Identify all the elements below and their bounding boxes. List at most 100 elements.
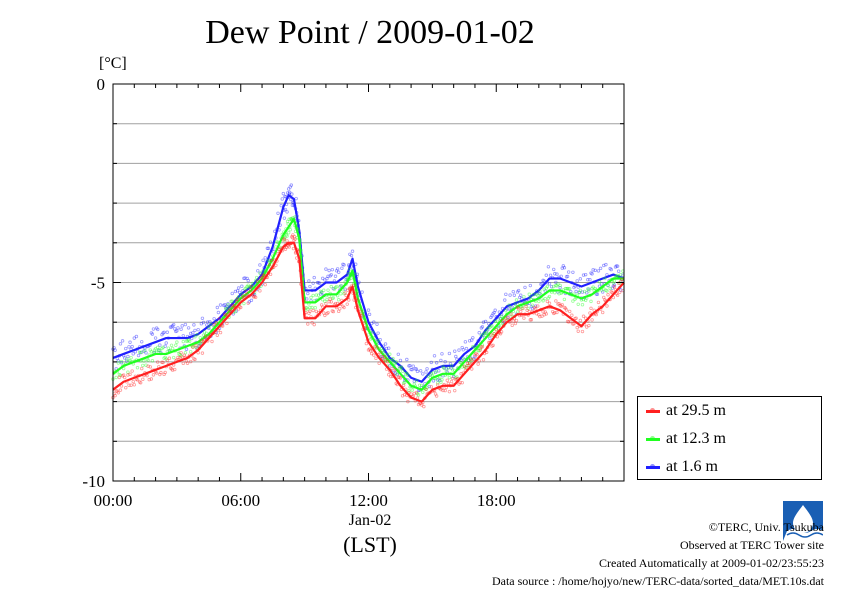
data-point <box>440 378 444 382</box>
data-point <box>128 340 132 344</box>
data-point <box>125 357 129 361</box>
data-point <box>591 285 595 289</box>
data-point <box>500 318 505 323</box>
data-point <box>283 235 287 240</box>
data-point <box>217 316 222 321</box>
data-point <box>461 348 465 352</box>
data-point <box>454 376 458 380</box>
data-point <box>571 270 575 274</box>
data-point <box>609 290 613 294</box>
data-point <box>285 210 289 214</box>
data-point <box>138 350 143 355</box>
data-point <box>184 359 189 363</box>
data-point <box>382 355 387 359</box>
data-point <box>136 353 141 358</box>
data-point <box>560 266 564 270</box>
data-point <box>189 350 193 354</box>
data-point <box>569 319 573 324</box>
data-point <box>284 245 289 249</box>
data-point <box>506 315 510 320</box>
data-point <box>422 404 426 409</box>
data-point <box>260 275 264 280</box>
data-point <box>597 280 602 284</box>
data-point <box>415 392 420 396</box>
data-point <box>460 345 464 350</box>
data-point <box>565 286 570 291</box>
data-point <box>494 327 498 332</box>
data-point <box>618 290 622 295</box>
data-point <box>399 365 404 370</box>
data-point <box>471 336 475 340</box>
legend-label: at 12.3 m <box>666 430 726 447</box>
data-point <box>415 369 420 374</box>
data-point <box>164 341 168 345</box>
data-point <box>553 291 557 295</box>
data-point <box>437 369 441 373</box>
data-point <box>555 310 559 315</box>
data-point <box>191 345 195 349</box>
data-point <box>224 313 228 317</box>
data-point <box>409 367 413 372</box>
data-point <box>230 299 234 303</box>
data-point <box>281 238 286 242</box>
data-point <box>191 331 195 335</box>
data-point <box>569 289 573 294</box>
legend-label: at 29.5 m <box>666 402 726 419</box>
data-point <box>598 266 603 271</box>
data-point <box>376 331 380 335</box>
data-point <box>486 326 490 331</box>
data-point <box>522 295 526 299</box>
data-point <box>135 378 140 382</box>
data-point <box>323 278 327 282</box>
data-point <box>535 312 539 316</box>
data-point <box>196 351 200 355</box>
data-point <box>180 324 184 328</box>
data-point <box>325 311 329 316</box>
data-point <box>525 308 529 313</box>
data-point <box>461 356 465 361</box>
data-point <box>439 380 443 384</box>
data-point <box>335 267 340 271</box>
data-point <box>594 292 599 296</box>
data-point <box>276 211 280 215</box>
data-point <box>472 357 476 361</box>
data-point <box>489 315 493 320</box>
data-point <box>406 373 410 377</box>
data-point <box>199 321 204 326</box>
data-point <box>223 303 227 307</box>
data-point <box>552 284 556 289</box>
data-point <box>402 392 407 397</box>
data-point <box>379 354 383 359</box>
data-point <box>458 380 462 385</box>
data-point <box>198 341 202 346</box>
data-point <box>331 286 336 291</box>
data-point <box>531 293 536 297</box>
terc-logo-icon <box>783 501 823 541</box>
data-point <box>483 319 488 324</box>
data-point <box>327 268 331 273</box>
data-point <box>463 365 468 370</box>
data-point <box>196 327 200 332</box>
data-point <box>541 278 545 283</box>
data-point <box>176 355 180 360</box>
data-point <box>476 362 480 366</box>
data-point <box>619 288 623 292</box>
data-point <box>558 283 562 288</box>
data-point <box>383 342 388 346</box>
data-point <box>262 273 266 278</box>
data-point <box>513 302 518 307</box>
data-point <box>421 390 425 394</box>
data-point <box>185 339 190 343</box>
data-point <box>129 356 133 360</box>
data-point <box>208 320 212 324</box>
data-point <box>146 358 150 362</box>
data-point <box>215 333 220 337</box>
data-point <box>583 316 588 320</box>
data-point <box>595 292 600 296</box>
data-point <box>120 374 125 378</box>
data-point <box>216 310 221 315</box>
data-point <box>285 191 290 195</box>
data-point <box>417 383 422 387</box>
data-point <box>121 373 126 377</box>
data-point <box>171 322 176 327</box>
